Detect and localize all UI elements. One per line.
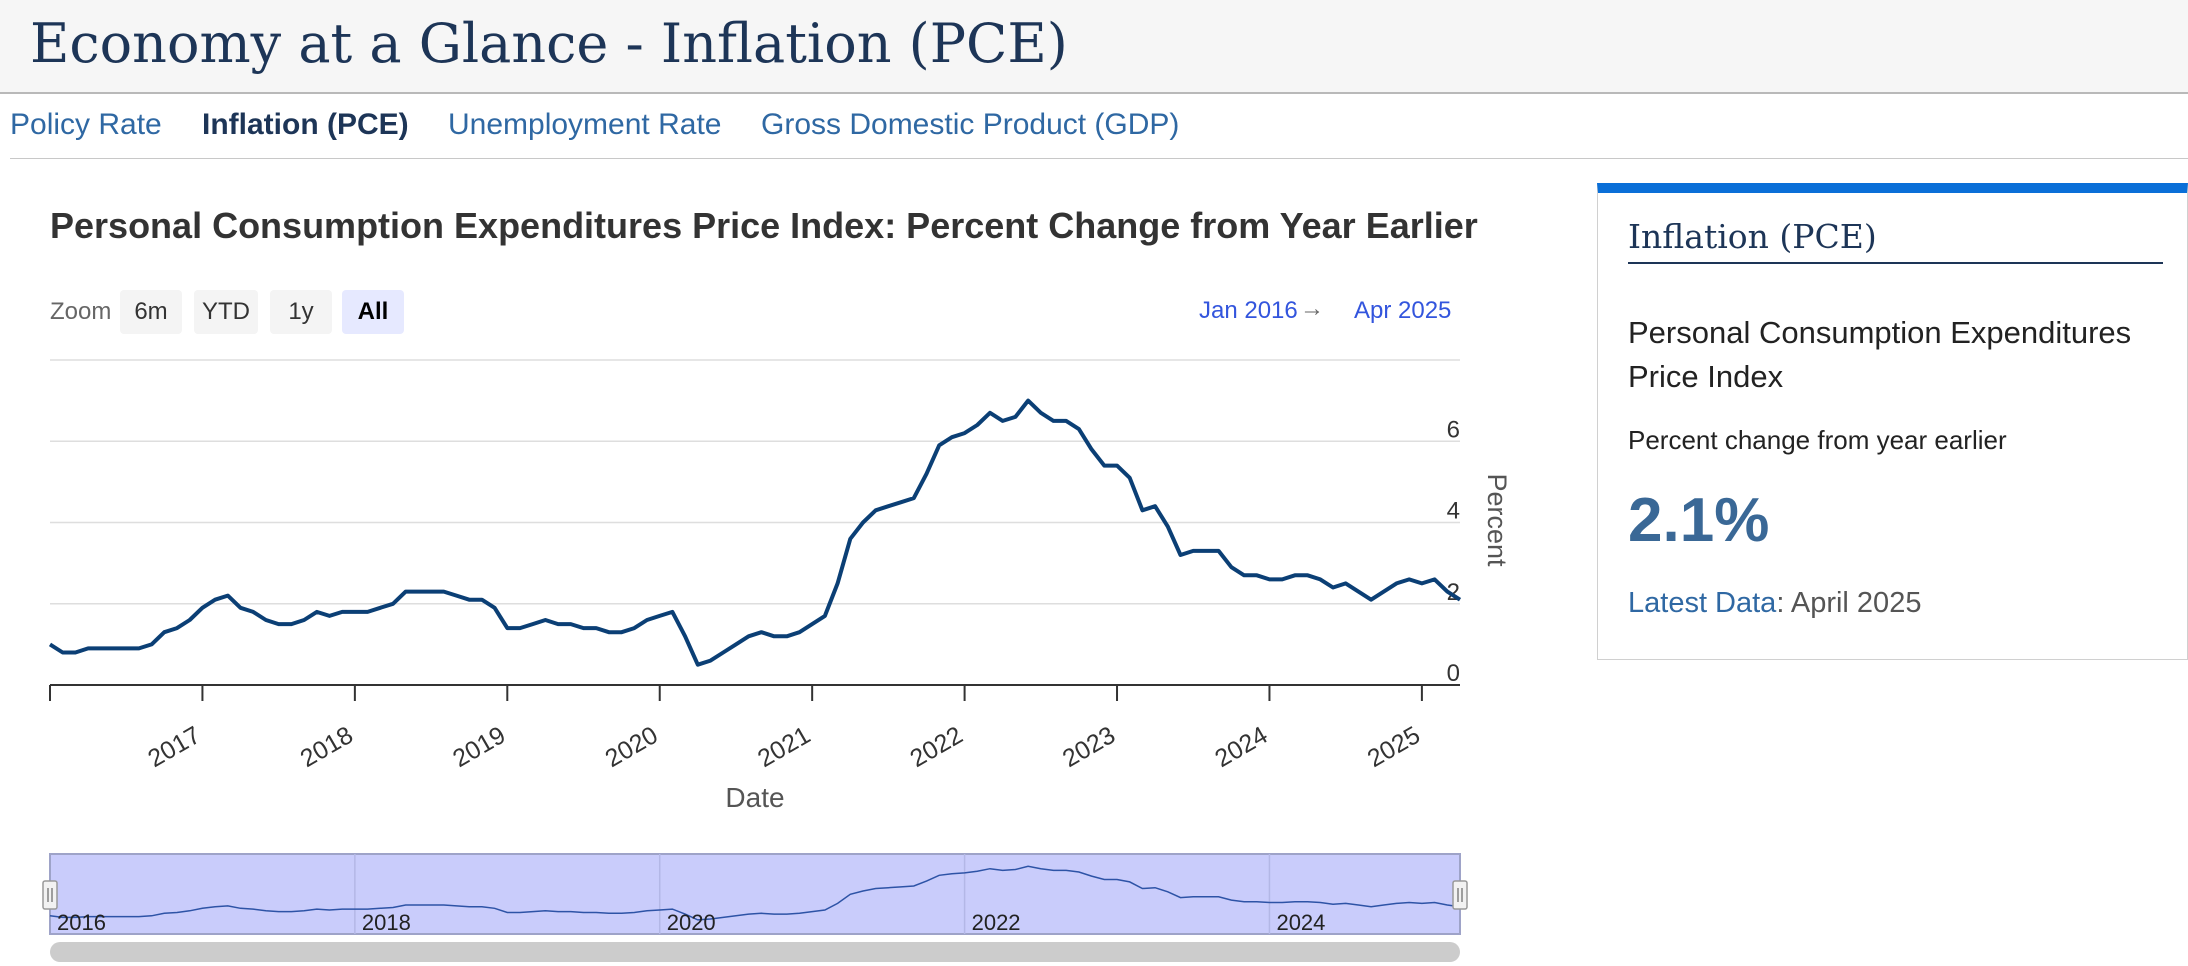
chart-title: Personal Consumption Expenditures Price … <box>50 205 1478 246</box>
x-axis: 2017 2018 2019 2020 2021 2022 2023 2024 2025 <box>49 684 1460 773</box>
nav-link-inflation-pce[interactable]: Inflation (PCE) <box>202 108 409 141</box>
y-tick-label: 0 <box>1447 660 1460 687</box>
navigator-year-label: 2018 <box>362 910 411 935</box>
nav-link-unemployment-rate[interactable]: Unemployment Rate <box>448 108 722 141</box>
x-tick-label: 2018 <box>296 721 358 773</box>
x-tick-label: 2025 <box>1363 721 1425 773</box>
y-tick-label: 6 <box>1447 416 1460 443</box>
handle-grip-icon <box>1452 880 1468 910</box>
range-arrow-icon: → <box>1300 295 1324 322</box>
x-tick-label: 2021 <box>753 721 815 773</box>
summary-title: Inflation (PCE) <box>1628 217 2163 264</box>
nav-link-policy-rate[interactable]: Policy Rate <box>10 108 162 141</box>
chart-grid <box>50 359 1460 605</box>
nav-bar: Policy Rate Inflation (PCE) Unemployment… <box>10 92 2188 159</box>
page-title: Economy at a Glance - Inflation (PCE) <box>30 12 1068 75</box>
inflation-summary-card: Inflation (PCE) Personal Consumption Exp… <box>1597 183 2188 660</box>
latest-data-separator: : <box>1776 587 1785 619</box>
range-to-input[interactable]: Apr 2025 <box>1354 297 1452 324</box>
series-line <box>48 398 1462 667</box>
range-from-input[interactable]: Jan 2016 <box>1199 297 1298 324</box>
navigator-right-handle[interactable] <box>1452 880 1468 910</box>
summary-subtitle: Percent change from year earlier <box>1628 425 2007 455</box>
y-tick-label: 4 <box>1447 498 1460 525</box>
navigator-year-label: 2016 <box>57 910 106 935</box>
zoom-all-button[interactable]: All <box>342 290 404 334</box>
zoom-1y-button[interactable]: 1y <box>270 290 332 334</box>
navigator[interactable]: 2016 2018 2020 2022 2024 <box>42 853 1468 962</box>
x-tick-label: 2019 <box>448 721 510 773</box>
zoom-label: Zoom <box>50 298 112 325</box>
summary-latest-data: Latest Data: April 2025 <box>1628 587 1921 620</box>
summary-series-name: Personal Consumption Expenditures Price … <box>1628 315 2132 394</box>
x-axis-label: Date <box>725 782 784 813</box>
x-tick-label: 2024 <box>1210 721 1272 773</box>
latest-data-date: April 2025 <box>1790 587 1922 619</box>
navigator-scrollbar[interactable] <box>50 942 1460 962</box>
x-tick-label: 2023 <box>1058 721 1120 773</box>
zoom-ytd-button[interactable]: YTD <box>194 290 258 334</box>
y-axis-label: Percent <box>1482 473 1512 567</box>
navigator-year-label: 2024 <box>1276 910 1325 935</box>
navigator-left-handle[interactable] <box>42 880 58 910</box>
navigator-year-label: 2020 <box>667 910 716 935</box>
x-tick-label: 2017 <box>143 721 205 773</box>
nav-link-gdp[interactable]: Gross Domestic Product (GDP) <box>761 108 1180 141</box>
latest-data-label: Latest Data <box>1628 587 1777 619</box>
handle-grip-icon <box>42 880 58 910</box>
navigator-selection <box>49 853 1461 935</box>
zoom-6m-button[interactable]: 6m <box>120 290 182 334</box>
page-header: Economy at a Glance - Inflation (PCE) <box>0 0 2188 94</box>
summary-latest-value: 2.1% <box>1628 486 1770 555</box>
x-tick-label: 2022 <box>905 721 967 773</box>
navigator-year-label: 2022 <box>972 910 1021 935</box>
x-tick-label: 2020 <box>601 721 663 773</box>
navigator-series-line <box>49 865 1461 921</box>
